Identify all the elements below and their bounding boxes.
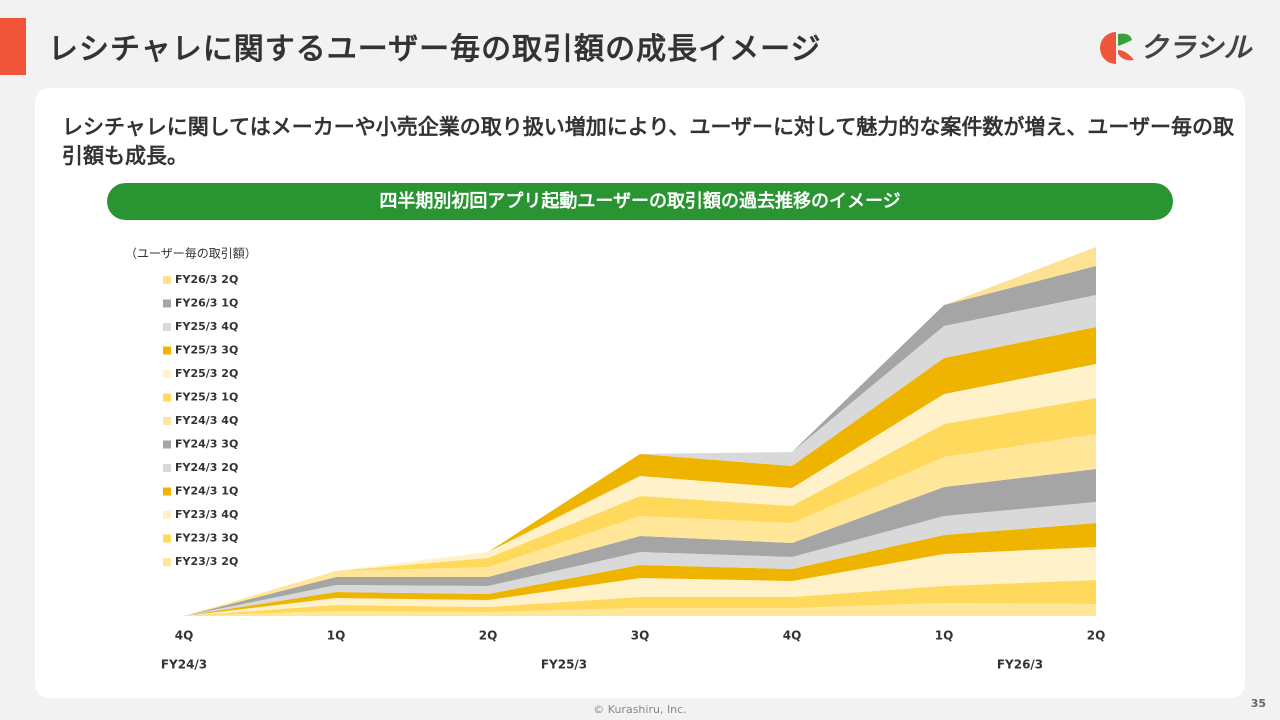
legend-swatch [163, 346, 171, 355]
area [184, 398, 1096, 616]
area [184, 547, 1096, 616]
x-tick-label: 4Q [175, 629, 194, 643]
legend-label: FY24/3 4Q [175, 414, 238, 427]
legend-label: FY24/3 2Q [175, 461, 238, 474]
legend-label: FY24/3 3Q [175, 438, 238, 451]
logo-icon [1100, 32, 1134, 64]
legend-swatch [163, 393, 171, 402]
copyright: © Kurashiru, Inc. [593, 703, 687, 716]
slide-title: レシチャレに関するユーザー毎の取引額の成長イメージ [48, 32, 822, 67]
x-tick-label: 1Q [327, 629, 346, 643]
legend-label: FY25/3 2Q [175, 367, 238, 380]
area [184, 364, 1096, 616]
legend-label: FY25/3 3Q [175, 344, 238, 357]
area [184, 502, 1096, 616]
legend-label: FY23/3 4Q [175, 508, 238, 521]
legend-label: FY25/3 1Q [175, 391, 238, 404]
x-tick-label: 4Q [783, 629, 802, 643]
area [184, 523, 1096, 616]
area [184, 434, 1096, 616]
x-tick-label: 2Q [479, 629, 498, 643]
legend-label: FY23/3 3Q [175, 532, 238, 545]
x-group-label: FY25/3 [541, 658, 587, 672]
area [184, 266, 1096, 616]
legend-swatch [163, 370, 171, 378]
x-group-label: FY24/3 [161, 658, 207, 672]
x-group-label: FY26/3 [997, 658, 1043, 672]
lead-text: レシチャレに関してはメーカーや小売企業の取り扱い増加により、ユーザーに対して魅力… [62, 115, 1235, 168]
legend-label: FY26/3 1Q [175, 297, 238, 310]
chart-title: 四半期別初回アプリ起動ユーザーの取引額の過去推移のイメージ [379, 190, 900, 212]
legend-swatch [163, 417, 171, 425]
legend-swatch [163, 534, 171, 543]
page-number: 35 [1250, 697, 1266, 710]
x-tick-label: 2Q [1087, 629, 1106, 643]
legend-swatch [163, 558, 171, 566]
legend-label: FY26/3 2Q [175, 273, 238, 286]
legend-swatch [163, 276, 171, 284]
logo-text: クラシル [1140, 31, 1252, 64]
x-tick-label: 1Q [935, 629, 954, 643]
area [184, 603, 1096, 616]
x-tick-label: 3Q [631, 629, 650, 643]
area [184, 247, 1096, 616]
legend-label: FY24/3 1Q [175, 485, 238, 498]
legend-swatch [163, 440, 171, 449]
legend-swatch [163, 323, 171, 331]
legend-swatch [163, 487, 171, 496]
area [184, 295, 1096, 616]
legend-label: FY25/3 4Q [175, 320, 238, 333]
y-axis-label: （ユーザー毎の取引額） [125, 246, 257, 261]
area [184, 580, 1096, 616]
legend-swatch [163, 299, 171, 308]
area [184, 469, 1096, 616]
legend-swatch [163, 464, 171, 472]
chart-banner [107, 183, 1173, 220]
legend-swatch [163, 511, 171, 519]
title-accent [0, 18, 26, 75]
logo: クラシル [1100, 26, 1260, 70]
legend-label: FY23/3 2Q [175, 555, 238, 568]
area [184, 327, 1096, 616]
